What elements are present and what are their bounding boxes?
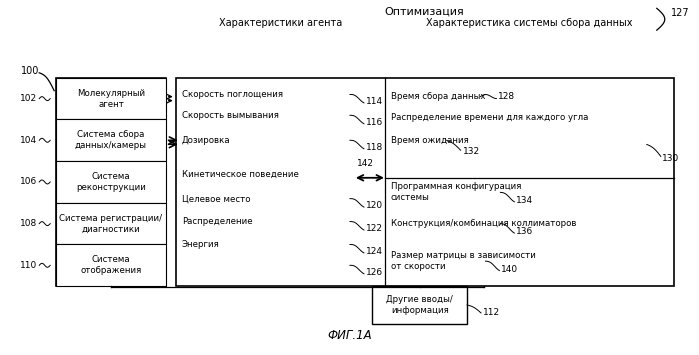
Text: 124: 124 (366, 247, 383, 256)
Text: Размер матрицы в зависимости
от скорости: Размер матрицы в зависимости от скорости (391, 251, 535, 271)
Text: 142: 142 (357, 159, 374, 168)
Text: Характеристики агента: Характеристики агента (219, 18, 342, 28)
Text: 112: 112 (483, 308, 500, 317)
Text: Распределение времени для каждого угла: Распределение времени для каждого угла (391, 113, 589, 122)
Text: Распределение: Распределение (182, 217, 252, 226)
Text: 134: 134 (517, 196, 533, 205)
Text: 130: 130 (662, 154, 679, 163)
Text: 104: 104 (20, 136, 37, 145)
Text: Энергия: Энергия (182, 240, 219, 249)
Text: Кинетическое поведение: Кинетическое поведение (182, 170, 298, 179)
Text: 120: 120 (366, 201, 383, 210)
Text: Дозировка: Дозировка (182, 136, 230, 145)
Text: Система
реконструкции: Система реконструкции (76, 172, 146, 192)
Text: ФИГ.1А: ФИГ.1А (328, 329, 373, 342)
Bar (56, 78, 166, 120)
Text: 118: 118 (366, 143, 383, 152)
Text: 140: 140 (501, 264, 519, 274)
Text: 100: 100 (21, 66, 39, 76)
Bar (373, 286, 467, 324)
Text: 114: 114 (366, 97, 383, 106)
Bar (56, 161, 166, 203)
Text: 110: 110 (20, 261, 37, 270)
Text: 128: 128 (498, 92, 516, 101)
Bar (56, 245, 166, 286)
Text: 132: 132 (463, 147, 480, 156)
Text: Система регистрации/
диагностики: Система регистрации/ диагностики (59, 214, 162, 234)
Text: 116: 116 (366, 118, 383, 127)
Text: Система сбора
данных/камеры: Система сбора данных/камеры (75, 130, 147, 151)
Text: 136: 136 (517, 227, 533, 236)
Text: 102: 102 (20, 94, 37, 103)
Bar (56, 78, 166, 286)
Text: 106: 106 (20, 178, 37, 186)
Text: 126: 126 (366, 268, 383, 277)
Bar (56, 203, 166, 245)
Text: 108: 108 (20, 219, 37, 228)
Text: 127: 127 (671, 8, 689, 18)
Text: Другие вводы/
информация: Другие вводы/ информация (387, 295, 453, 315)
Text: Оптимизация: Оптимизация (385, 6, 465, 16)
Text: Система
отображения: Система отображения (80, 255, 142, 275)
Text: Целевое место: Целевое место (182, 194, 250, 203)
Text: Скорость вымывания: Скорость вымывания (182, 111, 278, 120)
Text: Время ожидания: Время ожидания (391, 136, 468, 145)
Text: Программная конфигурация
системы: Программная конфигурация системы (391, 182, 521, 202)
Text: Характеристика системы сбора данных: Характеристика системы сбора данных (426, 18, 633, 28)
Bar (175, 78, 674, 286)
Text: Скорость поглощения: Скорость поглощения (182, 90, 282, 99)
Text: 122: 122 (366, 224, 383, 233)
Text: Время сбора данных: Время сбора данных (391, 92, 485, 101)
Text: Конструкция/комбинация коллиматоров: Конструкция/комбинация коллиматоров (391, 219, 577, 228)
Text: Молекулярный
агент: Молекулярный агент (77, 88, 145, 109)
Bar (56, 120, 166, 161)
